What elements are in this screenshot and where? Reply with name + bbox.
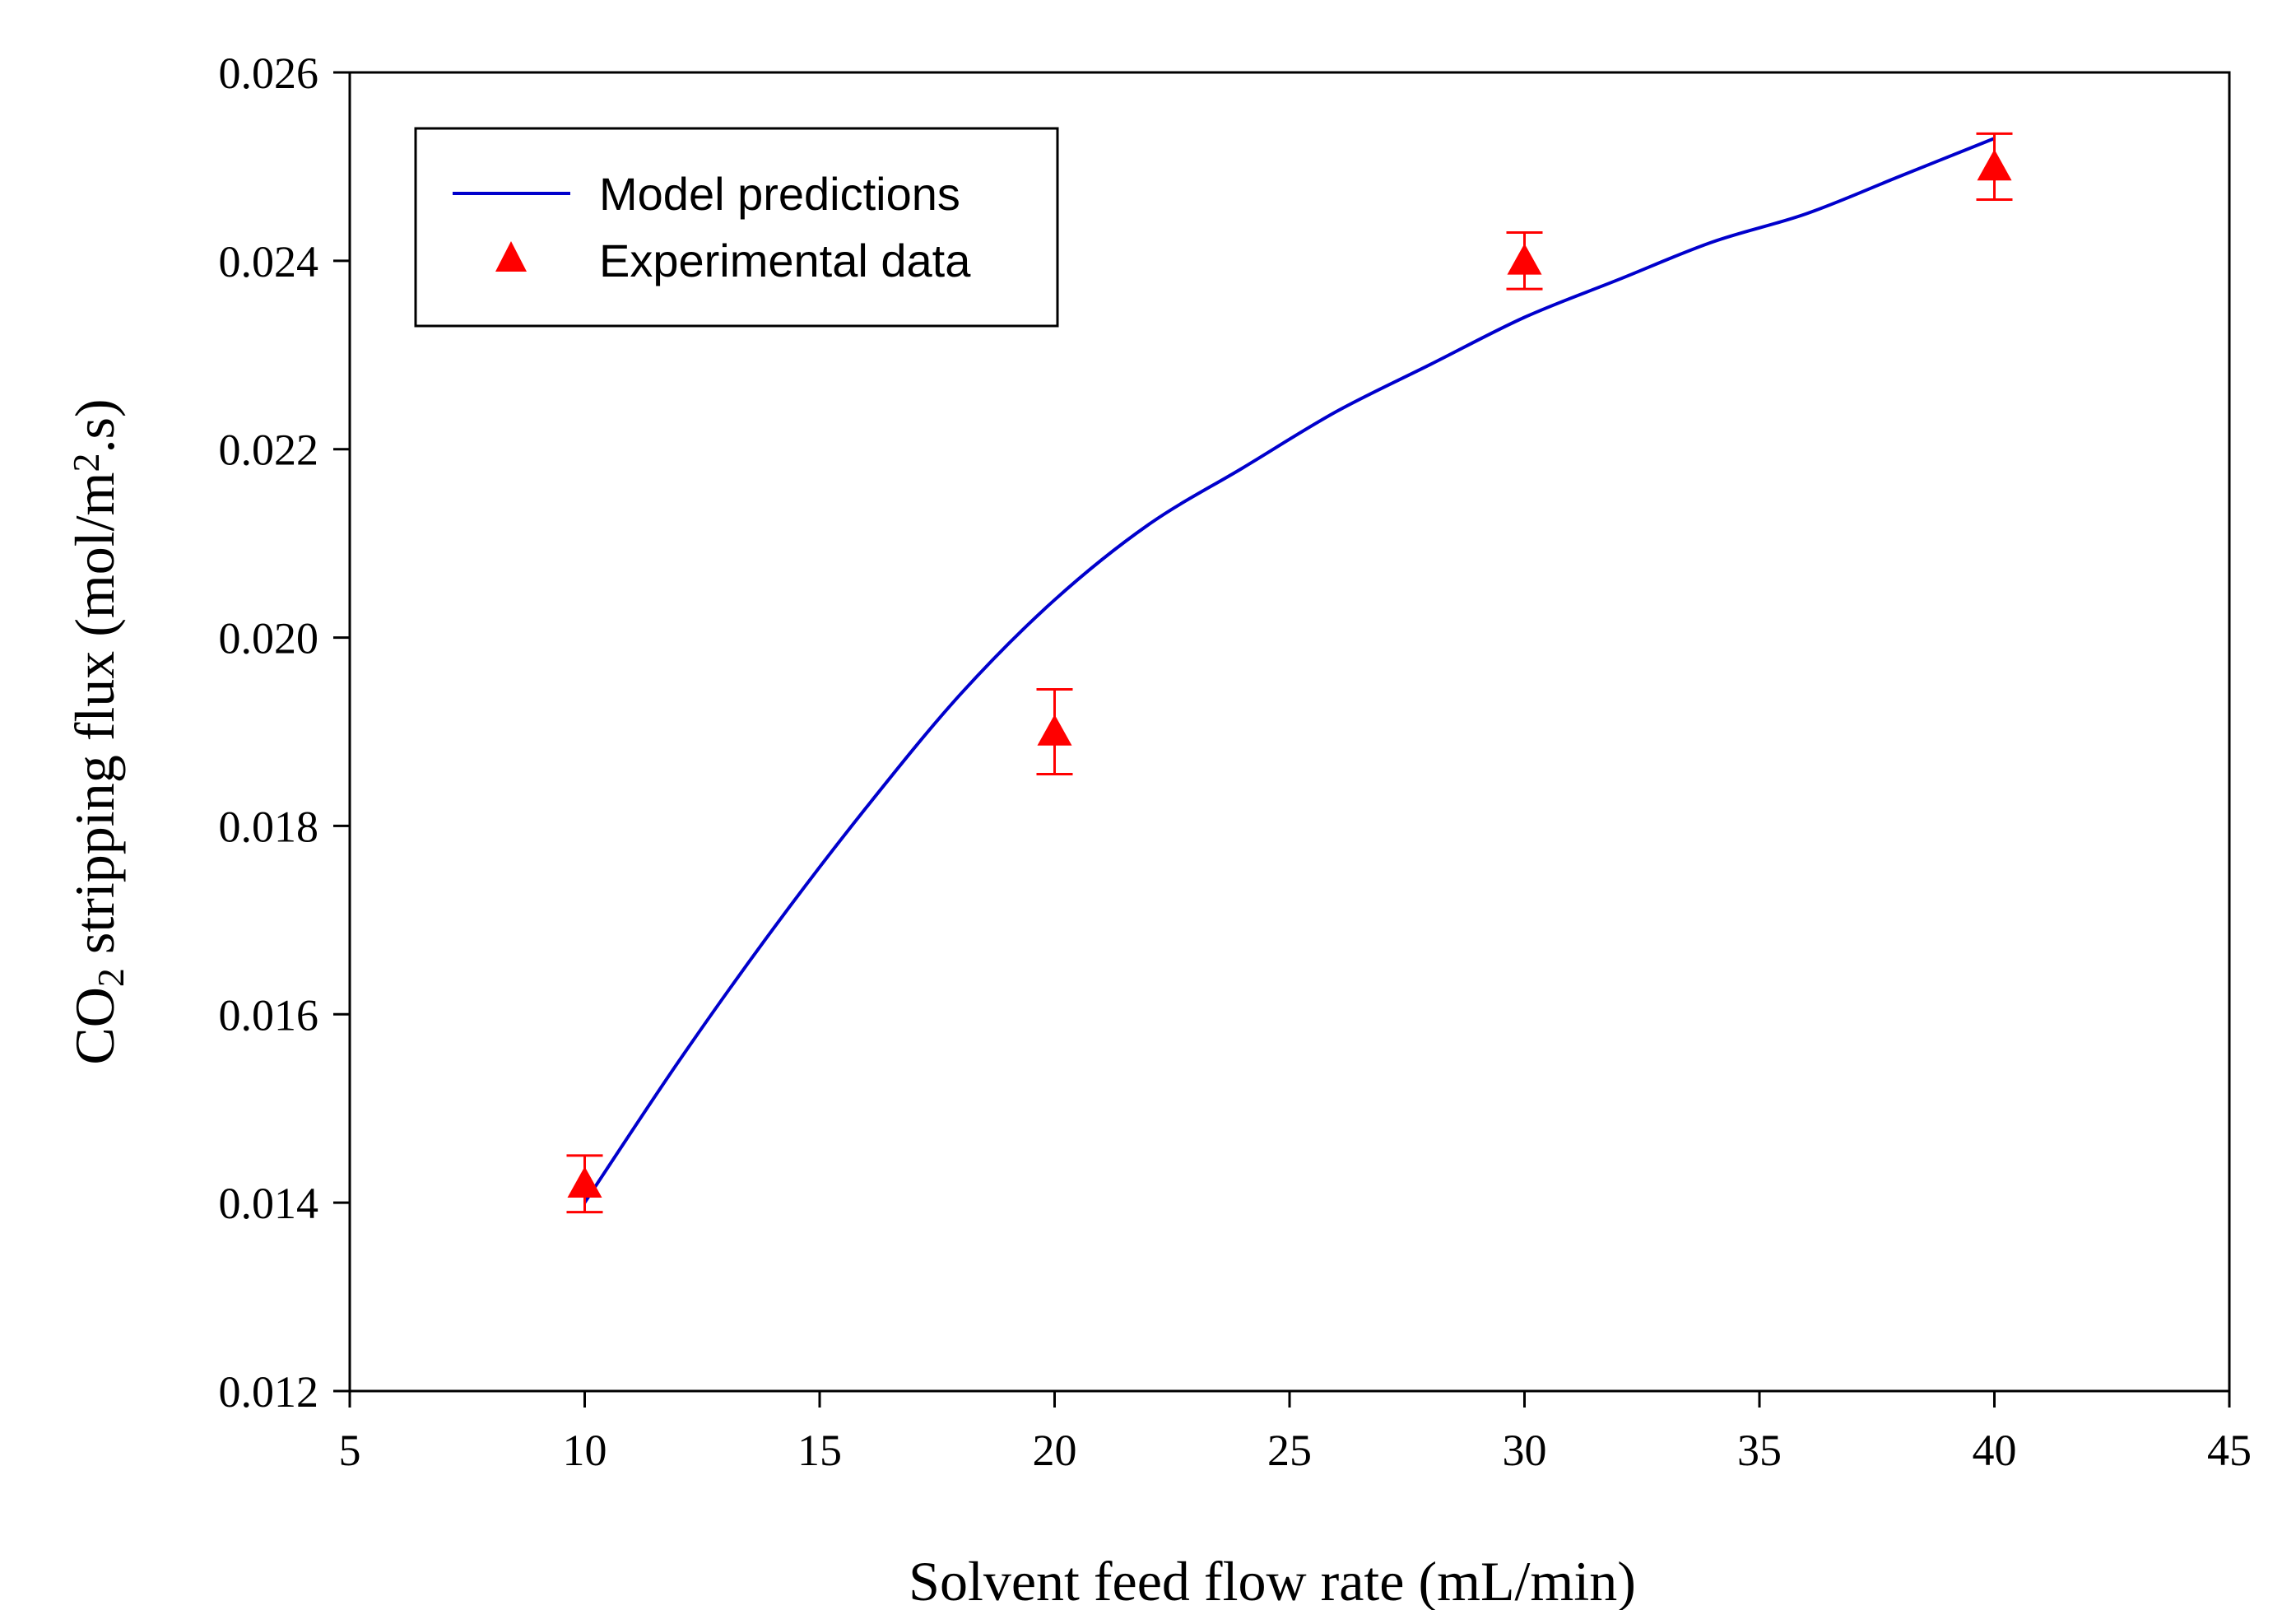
y-axis-ticks: 0.012 0.014 0.016 0.018 0.020 0.022 0.024 0.026 — [219, 49, 350, 1417]
y-tick-label: 0.026 — [219, 49, 319, 98]
x-tick-label: 20 — [1033, 1426, 1077, 1475]
y-tick-label: 0.016 — [219, 990, 319, 1040]
experimental-data-point — [1037, 714, 1072, 746]
x-axis-ticks: 5 10 15 20 25 30 35 40 45 — [339, 1391, 2252, 1475]
experimental-data-point — [1977, 149, 2012, 181]
x-tick-label: 35 — [1737, 1426, 1782, 1475]
x-tick-label: 45 — [2207, 1426, 2252, 1475]
y-axis-title-prefix: CO — [63, 987, 126, 1064]
legend-box — [414, 127, 1059, 328]
experimental-data-point — [567, 1166, 602, 1198]
x-tick-label: 25 — [1267, 1426, 1312, 1475]
x-tick-label: 5 — [339, 1426, 361, 1475]
y-axis-title-superscript: 2 — [65, 454, 107, 472]
y-tick-label: 0.014 — [219, 1179, 319, 1228]
legend-triangle-swatch — [495, 241, 527, 272]
y-axis-title-subscript: 2 — [90, 968, 132, 987]
y-tick-label: 0.012 — [219, 1367, 319, 1417]
y-tick-label: 0.020 — [219, 614, 319, 663]
y-axis-title-suffix: .s) — [63, 398, 126, 453]
x-axis-title: Solvent feed flow rate (mL/min) — [909, 1550, 1636, 1610]
y-axis-title: CO2 stripping flux (mol/m2.s) — [63, 398, 132, 1064]
legend: Model predictions Experimental data — [414, 127, 1059, 328]
legend-label-experimental: Experimental data — [599, 235, 971, 286]
y-tick-label: 0.024 — [219, 237, 319, 286]
x-tick-label: 15 — [797, 1426, 842, 1475]
y-tick-label: 0.018 — [219, 802, 319, 851]
y-axis-title-middle: stripping flux (mol/m — [63, 472, 126, 969]
experimental-data-point — [1507, 243, 1542, 275]
model-prediction-line — [583, 137, 1996, 1204]
y-tick-label: 0.022 — [219, 426, 319, 475]
series-layer — [566, 132, 2013, 1214]
legend-label-model: Model predictions — [599, 168, 960, 220]
x-tick-label: 30 — [1503, 1426, 1547, 1475]
x-tick-label: 40 — [1973, 1426, 2017, 1475]
x-tick-label: 10 — [563, 1426, 607, 1475]
